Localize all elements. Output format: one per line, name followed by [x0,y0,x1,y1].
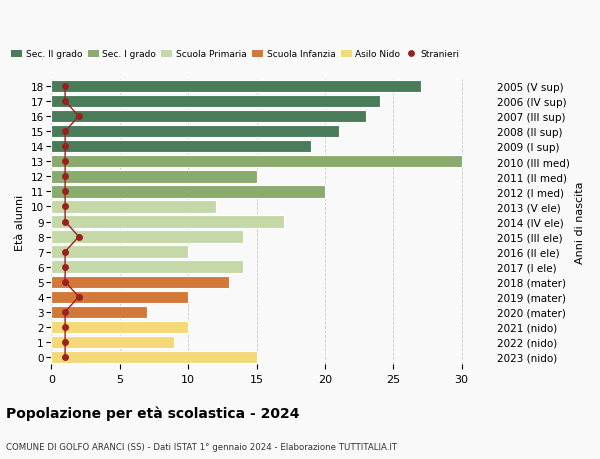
Point [61,353,70,361]
Text: COMUNE DI GOLFO ARANCI (SS) - Dati ISTAT 1° gennaio 2024 - Elaborazione TUTTITAL: COMUNE DI GOLFO ARANCI (SS) - Dati ISTAT… [6,442,397,451]
Point [61,218,70,226]
Bar [52,261,243,273]
Point [61,279,70,286]
Legend: Sec. II grado, Sec. I grado, Scuola Primaria, Scuola Infanzia, Asilo Nido, Stran: Sec. II grado, Sec. I grado, Scuola Prim… [8,47,463,63]
Bar [52,321,188,333]
Point [61,158,70,166]
Bar [52,156,461,168]
Bar [52,111,366,123]
Bar [52,246,188,258]
Y-axis label: Età alunni: Età alunni [15,194,25,250]
Point [61,338,70,346]
Bar [52,201,215,213]
Bar [52,276,229,288]
Bar [52,96,380,108]
Point [61,324,70,331]
Bar [52,126,338,138]
Point [61,248,70,256]
Point [74,113,83,121]
Point [61,188,70,196]
Bar [52,336,175,348]
Point [61,143,70,151]
Point [61,263,70,271]
Bar [52,351,257,364]
Y-axis label: Anni di nascita: Anni di nascita [575,181,585,263]
Point [61,98,70,106]
Bar [52,81,421,93]
Text: Popolazione per età scolastica - 2024: Popolazione per età scolastica - 2024 [6,405,299,420]
Point [74,233,83,241]
Point [61,83,70,90]
Bar [52,171,257,183]
Bar [52,186,325,198]
Point [61,203,70,211]
Point [61,128,70,135]
Bar [52,306,147,318]
Bar [52,291,188,303]
Bar [52,141,311,153]
Point [61,308,70,316]
Point [61,174,70,181]
Point [74,293,83,301]
Bar [52,231,243,243]
Bar [52,216,284,228]
